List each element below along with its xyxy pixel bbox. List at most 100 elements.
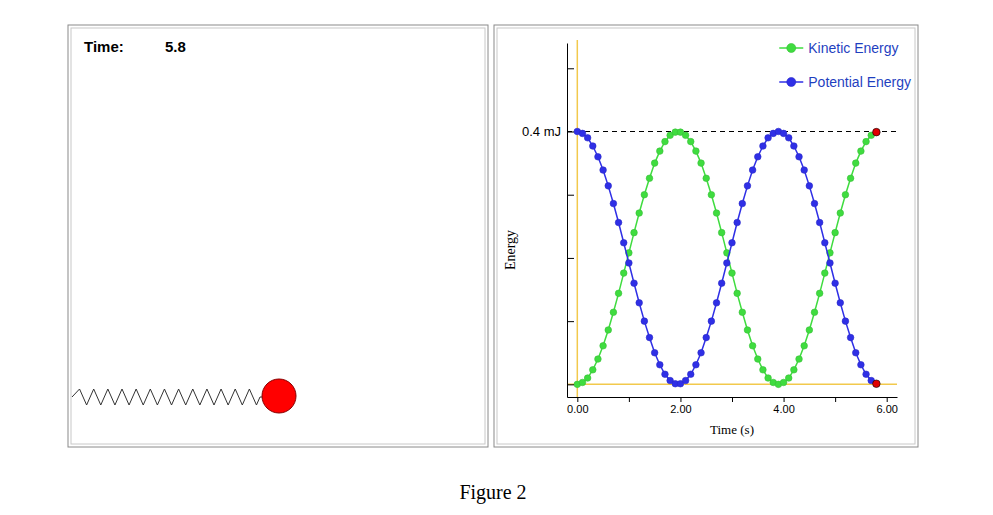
y-tick-mark xyxy=(567,68,574,69)
data-point xyxy=(806,183,813,190)
data-point xyxy=(708,191,715,198)
legend-entry: Kinetic Energy xyxy=(779,40,898,56)
data-point xyxy=(837,300,844,307)
data-point xyxy=(739,200,746,207)
data-point xyxy=(842,191,849,198)
x-tick-label: 0.00 xyxy=(567,403,588,415)
data-point xyxy=(729,239,736,246)
series-line xyxy=(577,132,876,384)
data-point xyxy=(785,375,792,382)
data-point xyxy=(837,210,844,217)
data-point xyxy=(620,239,627,246)
data-point xyxy=(827,260,834,267)
series-group xyxy=(574,128,880,387)
data-point xyxy=(600,342,607,349)
x-tick-mark xyxy=(835,397,836,402)
legend-swatch-dot xyxy=(787,44,796,53)
data-point xyxy=(729,270,736,277)
data-point xyxy=(806,327,813,334)
data-point xyxy=(615,219,622,226)
y-tick xyxy=(567,258,574,259)
data-point xyxy=(754,356,761,363)
y-tick-mark xyxy=(567,384,574,385)
simulation-panel: Time: 5.8 xyxy=(68,25,488,447)
data-point xyxy=(832,229,839,236)
panel-frame-inner xyxy=(71,28,485,444)
data-point xyxy=(858,361,865,368)
chart-panel: 0.4 mJ0.002.004.006.00Time (s)EnergyKine… xyxy=(494,25,918,447)
data-point xyxy=(595,153,602,160)
data-point xyxy=(626,260,633,267)
legend-swatch-dot xyxy=(787,78,796,87)
spring xyxy=(72,389,263,405)
data-point xyxy=(595,356,602,363)
time-value: 5.8 xyxy=(165,38,186,55)
data-point xyxy=(687,371,694,378)
origin-line-x xyxy=(577,40,579,397)
legend-entry: Potential Energy xyxy=(779,74,911,90)
x-tick-label: 4.00 xyxy=(773,403,794,415)
x-axis: 0.00 2.00 4.00 6.00 xyxy=(567,397,898,415)
data-point xyxy=(847,175,854,182)
x-tick-label: 6.00 xyxy=(876,403,897,415)
data-point xyxy=(811,309,818,316)
y-tick-mark xyxy=(567,258,574,259)
data-point xyxy=(749,167,756,174)
x-tick-mark xyxy=(629,397,630,402)
data-point xyxy=(744,327,751,334)
data-point xyxy=(713,300,720,307)
data-point xyxy=(724,260,731,267)
y-tick-mark xyxy=(567,195,574,196)
time-label: Time: xyxy=(84,38,124,55)
data-point xyxy=(734,290,741,297)
x-tick-mark xyxy=(784,397,785,402)
y-tick xyxy=(567,68,574,69)
legend: Kinetic Energy Potential Energy xyxy=(779,40,911,90)
current-point xyxy=(873,128,881,136)
data-point xyxy=(703,334,710,341)
data-point xyxy=(816,290,823,297)
data-point xyxy=(796,153,803,160)
y-axis-line xyxy=(567,44,568,398)
data-point xyxy=(816,219,823,226)
data-point xyxy=(698,349,705,356)
data-point xyxy=(734,219,741,226)
legend-label: Kinetic Energy xyxy=(808,40,898,56)
data-point xyxy=(651,160,658,167)
data-point xyxy=(636,300,643,307)
data-point xyxy=(589,143,596,150)
data-point xyxy=(703,175,710,182)
data-point xyxy=(693,361,700,368)
data-point xyxy=(584,375,591,382)
data-point xyxy=(863,138,870,145)
data-point xyxy=(749,342,756,349)
data-point xyxy=(584,135,591,142)
legend-label: Potential Energy xyxy=(808,74,911,90)
data-point xyxy=(708,318,715,325)
series-group xyxy=(574,128,880,387)
data-point xyxy=(662,138,669,145)
x-tick-label: 2.00 xyxy=(670,403,691,415)
y-tick xyxy=(567,195,574,196)
x-tick-mark xyxy=(887,397,888,402)
data-point xyxy=(600,167,607,174)
data-point xyxy=(822,270,829,277)
data-point xyxy=(682,132,689,139)
x-tick: 0.00 xyxy=(567,397,588,415)
origin-line-y xyxy=(567,384,897,386)
panel-frame-inner xyxy=(497,28,915,444)
y-tick: 0.4 mJ xyxy=(522,124,574,139)
data-point xyxy=(693,148,700,155)
data-point xyxy=(847,334,854,341)
data-point xyxy=(657,148,664,155)
data-point xyxy=(631,229,638,236)
x-tick xyxy=(732,397,733,402)
x-tick xyxy=(629,397,630,402)
x-tick xyxy=(835,397,836,402)
data-point xyxy=(641,191,648,198)
data-point xyxy=(791,143,798,150)
data-point xyxy=(610,309,617,316)
data-point xyxy=(610,200,617,207)
data-point xyxy=(858,148,865,155)
data-point xyxy=(852,349,859,356)
